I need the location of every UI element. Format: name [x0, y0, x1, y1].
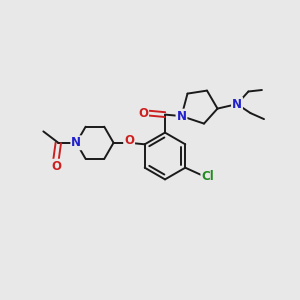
Text: N: N [176, 110, 187, 123]
Text: O: O [124, 134, 134, 147]
Text: Cl: Cl [201, 170, 214, 183]
Text: N: N [232, 98, 242, 111]
Text: O: O [138, 106, 148, 120]
Text: O: O [51, 160, 61, 173]
Text: N: N [71, 136, 81, 149]
